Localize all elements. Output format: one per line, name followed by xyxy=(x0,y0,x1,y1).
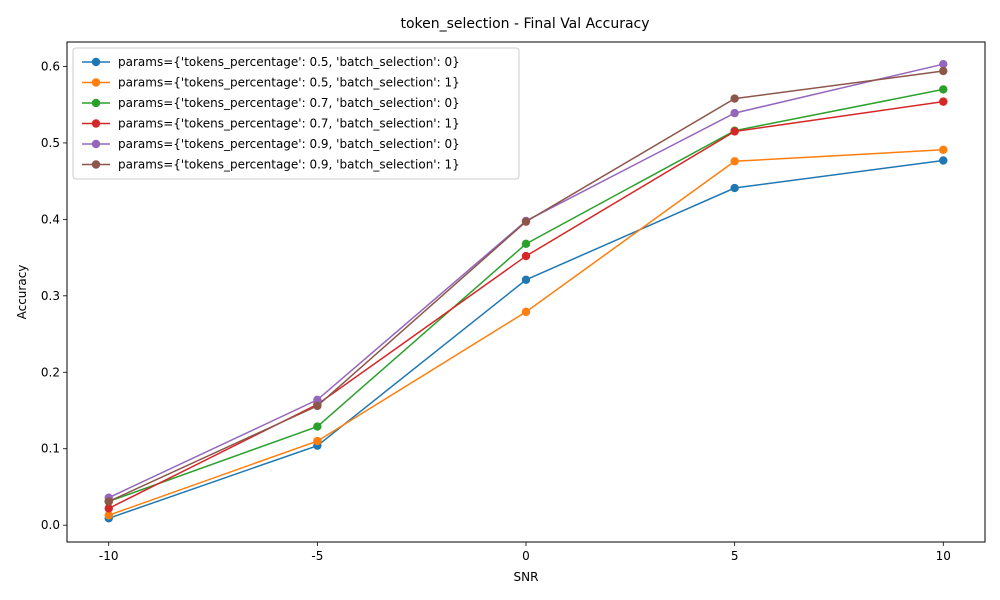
y-axis: 0.0 0.1 0.2 0.3 0.4 0.5 0.6 xyxy=(41,59,67,532)
legend-marker xyxy=(91,78,101,87)
x-tick-label: 5 xyxy=(731,549,739,563)
x-tick-label: 0 xyxy=(522,549,530,563)
legend-marker xyxy=(91,160,101,169)
x-tick-label: -5 xyxy=(311,549,323,563)
data-point xyxy=(313,436,322,446)
data-point xyxy=(521,251,531,261)
legend-item: params={'tokens_percentage': 0.7, 'batch… xyxy=(82,96,460,110)
y-tick-label: 0.4 xyxy=(41,212,60,226)
y-axis-title: Accuracy xyxy=(15,265,29,320)
legend-marker xyxy=(91,139,101,149)
x-axis-title: SNR xyxy=(514,570,539,584)
legend-label: params={'tokens_percentage': 0.7, 'batch… xyxy=(118,96,460,110)
x-tick-label: -10 xyxy=(99,549,119,563)
legend-label: params={'tokens_percentage': 0.7, 'batch… xyxy=(118,117,460,131)
legend-label: params={'tokens_percentage': 0.5, 'batch… xyxy=(118,76,460,90)
y-tick-label: 0.2 xyxy=(41,365,60,379)
data-point xyxy=(521,307,531,317)
y-tick-label: 0.0 xyxy=(41,518,60,532)
legend-marker xyxy=(91,119,101,128)
data-point xyxy=(730,108,739,118)
legend-label: params={'tokens_percentage': 0.9, 'batch… xyxy=(118,158,460,172)
legend-label: params={'tokens_percentage': 0.9, 'batch… xyxy=(118,137,460,151)
data-point xyxy=(313,395,322,404)
y-tick-label: 0.5 xyxy=(41,136,60,150)
data-point xyxy=(730,183,739,193)
x-axis: -10 -5 0 5 10 xyxy=(99,542,951,563)
data-point xyxy=(104,497,113,506)
data-point xyxy=(104,504,113,513)
plot-area xyxy=(104,59,948,523)
data-point xyxy=(313,422,322,431)
legend-item: params={'tokens_percentage': 0.5, 'batch… xyxy=(82,55,460,69)
legend-label: params={'tokens_percentage': 0.5, 'batch… xyxy=(118,55,460,69)
data-point xyxy=(521,239,531,249)
y-tick-label: 0.3 xyxy=(41,289,60,303)
series-line xyxy=(108,149,944,516)
series-1 xyxy=(104,156,948,523)
y-tick-label: 0.6 xyxy=(41,59,60,73)
data-point xyxy=(730,94,739,103)
chart-title: token_selection - Final Val Accuracy xyxy=(400,16,649,32)
data-point xyxy=(313,401,322,411)
data-point xyxy=(730,127,739,136)
data-point xyxy=(730,157,739,166)
x-tick-label: 10 xyxy=(936,549,951,563)
series-2 xyxy=(104,145,948,520)
legend-item: params={'tokens_percentage': 0.9, 'batch… xyxy=(82,158,460,172)
legend-item: params={'tokens_percentage': 0.5, 'batch… xyxy=(82,76,460,90)
series-4 xyxy=(104,97,948,513)
legend-box xyxy=(72,47,520,180)
series-6 xyxy=(104,66,948,506)
legend-marker xyxy=(91,98,101,108)
data-point xyxy=(521,217,531,226)
legend: params={'tokens_percentage': 0.5, 'batch… xyxy=(72,47,520,180)
data-point xyxy=(939,59,948,69)
data-point xyxy=(104,511,113,520)
data-point xyxy=(939,66,948,76)
y-tick-label: 0.1 xyxy=(41,442,60,456)
data-point xyxy=(939,145,948,154)
data-point xyxy=(939,156,948,165)
data-point xyxy=(521,275,531,284)
legend-marker xyxy=(91,57,101,67)
legend-item: params={'tokens_percentage': 0.7, 'batch… xyxy=(82,117,460,131)
legend-item: params={'tokens_percentage': 0.9, 'batch… xyxy=(82,137,460,151)
series-line xyxy=(108,159,944,520)
data-point xyxy=(939,85,948,94)
data-point xyxy=(939,97,948,106)
